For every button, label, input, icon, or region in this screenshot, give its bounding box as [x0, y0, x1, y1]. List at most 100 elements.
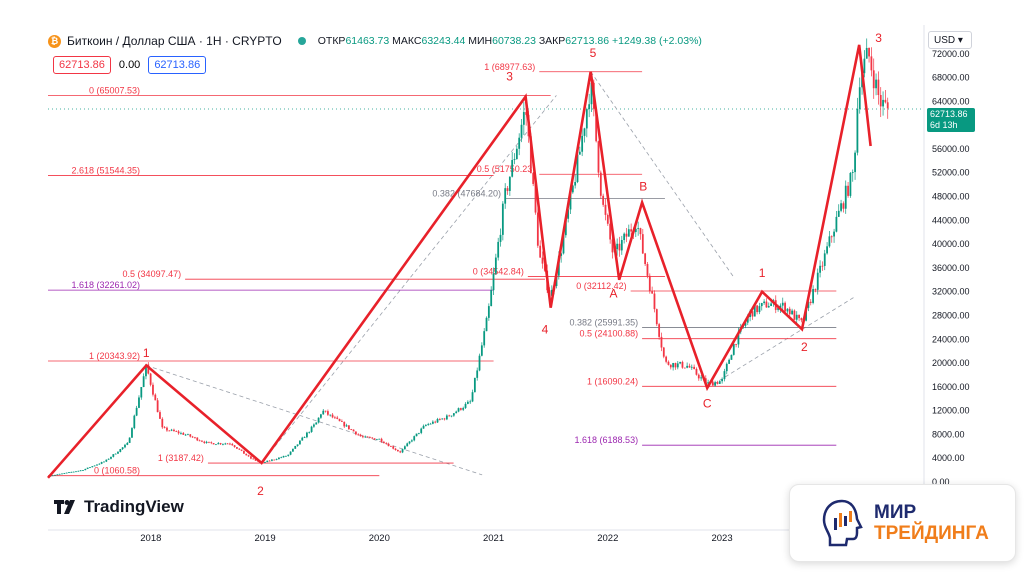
bid-price-box[interactable]: 62713.86 — [53, 56, 111, 74]
candle-body — [224, 443, 227, 445]
candle-body — [676, 363, 679, 368]
candle-body — [539, 245, 542, 258]
candle-body — [562, 235, 565, 254]
ask-price-box[interactable]: 62713.86 — [148, 56, 207, 74]
candle-body — [856, 108, 859, 153]
candle-body — [75, 471, 77, 473]
candle-body — [212, 443, 215, 445]
candle-body — [602, 195, 605, 205]
candle-body — [250, 456, 252, 459]
candle-body — [275, 459, 278, 460]
candle-body — [618, 243, 621, 251]
candle-body — [868, 47, 870, 57]
candle-body — [366, 436, 369, 438]
candle-body — [336, 417, 339, 419]
symbol-title[interactable]: Биткоин / Доллар США · 1Н · CRYPTO — [67, 34, 282, 48]
candle-body — [205, 441, 208, 443]
candle-body — [606, 214, 609, 224]
x-tick-label: 2022 — [597, 533, 618, 544]
candle-body — [630, 229, 633, 232]
candle-body — [82, 470, 84, 471]
brand-watermark: МИР ТРЕЙДИНГА — [789, 484, 1016, 562]
candle-body — [389, 446, 392, 447]
y-tick-label: 24000.00 — [932, 334, 970, 344]
y-tick-label: 36000.00 — [932, 263, 970, 273]
wave-label: 2 — [801, 340, 808, 354]
candle-body — [294, 445, 297, 449]
candle-body — [408, 441, 411, 444]
candle-body — [194, 437, 196, 439]
candle-body — [758, 306, 761, 313]
candle-body — [273, 459, 276, 461]
candle-body — [667, 361, 670, 365]
y-tick-label: 68000.00 — [932, 73, 970, 83]
last-price-tag: 62713.86 6d 13h — [927, 108, 975, 132]
candle-body — [84, 468, 87, 471]
candle-body — [278, 457, 280, 460]
candle-body — [648, 275, 651, 292]
candle-body — [431, 421, 434, 424]
y-tick-label: 4000.00 — [932, 453, 965, 463]
candle-body — [571, 185, 574, 193]
candle-body — [124, 444, 126, 448]
candle-body — [784, 302, 786, 312]
candle-body — [243, 450, 245, 454]
candle-body — [163, 427, 166, 429]
candle-body — [597, 141, 600, 173]
candle-body — [182, 432, 185, 435]
y-tick-label: 8000.00 — [932, 429, 965, 439]
y-tick-label: 52000.00 — [932, 168, 970, 178]
candle-body — [436, 418, 439, 423]
candle-body — [623, 233, 626, 241]
currency-selector[interactable]: USD ▾ — [928, 31, 972, 49]
candle-body — [634, 228, 637, 233]
candle-body — [480, 345, 483, 356]
candle-body — [280, 457, 283, 459]
candle-body — [443, 418, 446, 420]
candle-body — [268, 460, 271, 462]
candle-body — [327, 411, 329, 415]
candle-body — [513, 159, 516, 161]
candle-body — [245, 453, 248, 456]
wave-label: 1 — [143, 346, 150, 360]
candle-body — [229, 443, 231, 445]
candle-body — [310, 426, 313, 432]
candle-body — [301, 437, 304, 441]
candle-body — [322, 410, 325, 415]
y-tick-label: 44000.00 — [932, 215, 970, 225]
candle-body — [835, 216, 838, 232]
candle-body — [147, 364, 150, 374]
candle-body — [226, 443, 229, 445]
candle-body — [494, 257, 497, 274]
candle-body — [177, 431, 180, 434]
fib-level-label: 1 (3187.42) — [158, 453, 204, 463]
candle-body — [641, 234, 644, 254]
candle-body — [455, 411, 458, 414]
wave-label: 5 — [590, 46, 597, 60]
candle-body — [100, 462, 103, 464]
candle-body — [420, 428, 423, 433]
candle-body — [63, 473, 66, 474]
candle-body — [126, 442, 129, 445]
candle-body — [464, 403, 467, 408]
candle-body — [175, 431, 178, 432]
candle-body — [819, 265, 821, 273]
candle-body — [334, 417, 336, 419]
candle-body — [189, 434, 192, 437]
candle-body — [394, 448, 397, 450]
candle-body — [725, 363, 728, 372]
y-tick-label: 40000.00 — [932, 239, 970, 249]
candle-body — [611, 239, 614, 253]
candle-body — [534, 183, 537, 213]
candle-body — [114, 453, 117, 455]
wave-label: B — [639, 180, 647, 194]
candle-body — [590, 82, 593, 105]
candle-body — [541, 257, 544, 264]
candle-body — [142, 376, 145, 388]
candle-body — [368, 437, 371, 438]
candle-body — [875, 79, 877, 89]
candle-body — [264, 462, 266, 463]
candle-body — [396, 449, 399, 452]
candle-body — [320, 414, 322, 418]
